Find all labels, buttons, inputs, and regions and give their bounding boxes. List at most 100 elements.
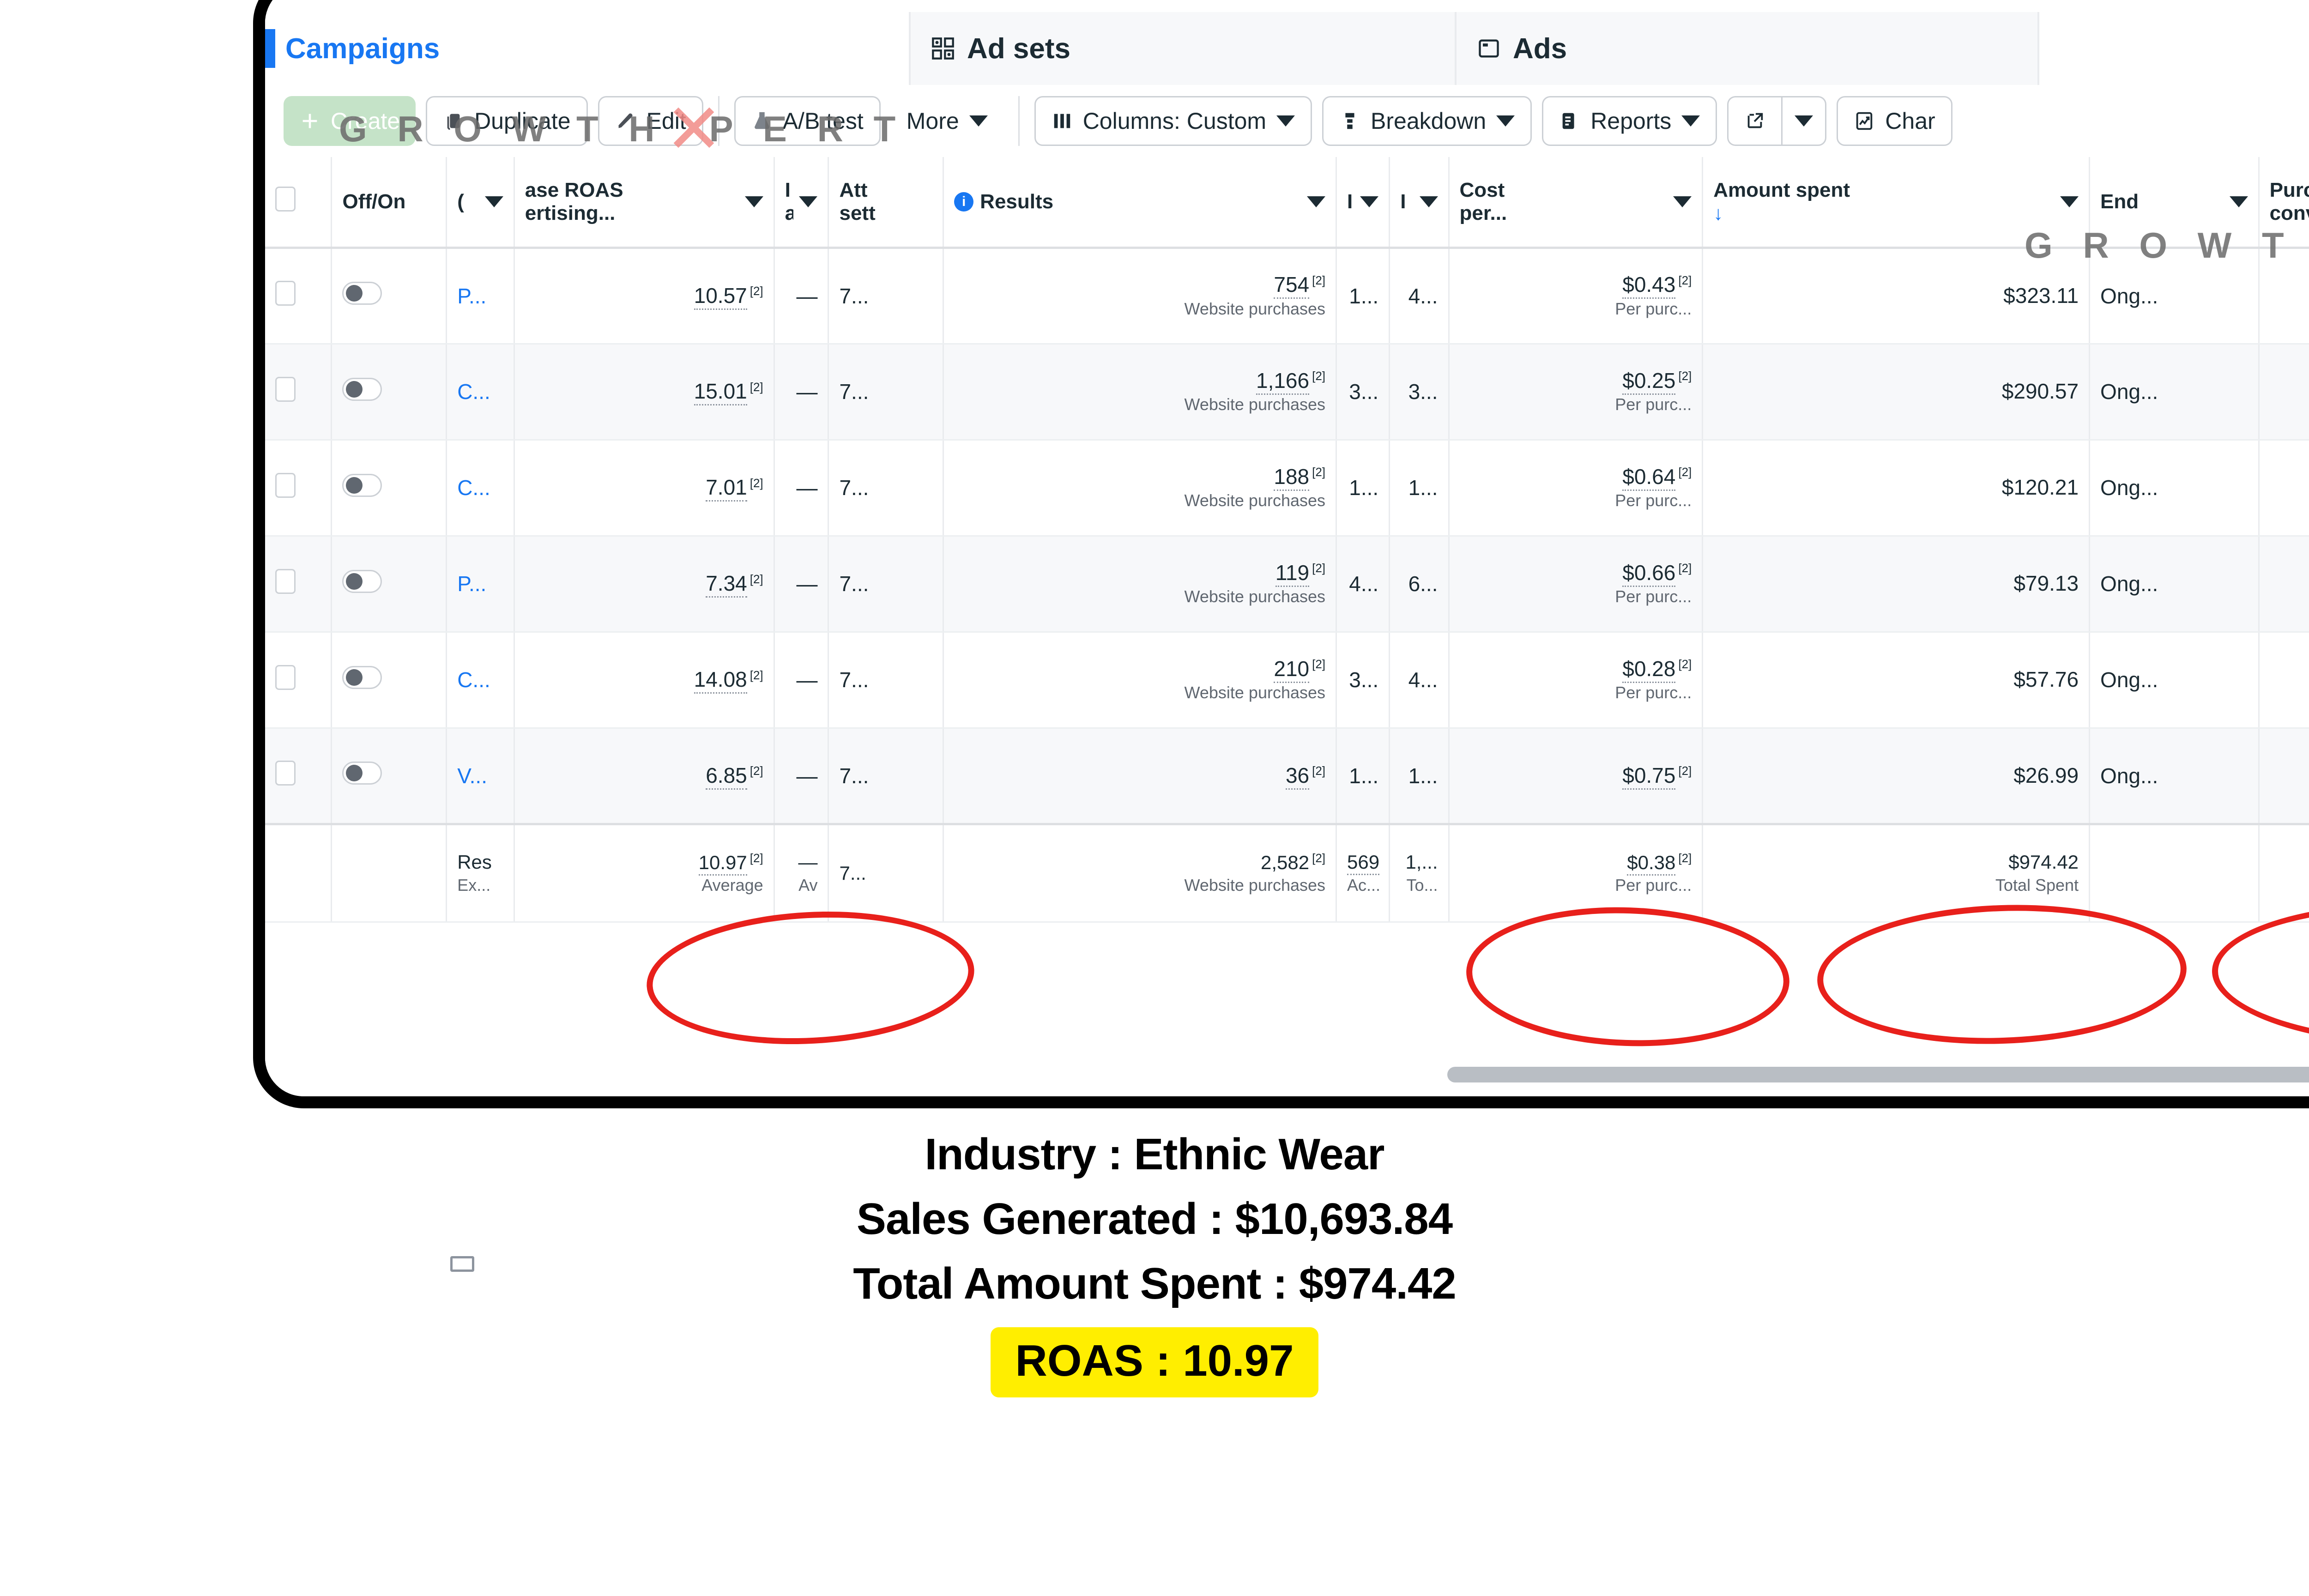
row-toggle-switch[interactable] <box>342 569 382 593</box>
row-campaign-cell[interactable]: P... <box>446 536 515 633</box>
campaign-name-link[interactable]: V... <box>457 763 487 788</box>
table-row[interactable]: C... 7.01 [2] —7... 188 [2] Website purchases 1… <box>265 440 2309 537</box>
chevron-down-icon[interactable] <box>1307 196 1326 207</box>
chevron-down-icon[interactable] <box>799 196 818 207</box>
row-select-cell[interactable] <box>265 440 332 537</box>
row-select-cell[interactable] <box>265 632 332 729</box>
row-offon-cell[interactable] <box>331 632 447 729</box>
tab-ad-sets[interactable]: Ad sets <box>911 12 1457 85</box>
chart-button[interactable]: Char <box>1837 96 1952 146</box>
duplicate-button[interactable]: Duplicate <box>426 96 588 146</box>
row-end-cell: Ong... <box>2089 440 2260 537</box>
chevron-down-icon <box>1681 115 1700 127</box>
campaign-name-link[interactable]: C... <box>457 476 490 500</box>
chevron-down-icon[interactable] <box>1673 196 1692 207</box>
row-impressions-cell: 4... <box>1389 248 1450 345</box>
col-header-campaign[interactable]: ( <box>446 157 515 249</box>
adsets-grid-icon <box>932 37 954 60</box>
chevron-down-icon[interactable] <box>744 196 763 207</box>
table-row[interactable]: C... 15.01 [2] —7... 1,166 [2] Website purchas… <box>265 344 2309 441</box>
flask-icon <box>754 112 769 129</box>
col-header-roas[interactable]: ase ROAS ertising... <box>514 157 775 249</box>
export-split-button[interactable] <box>1727 96 1827 146</box>
col-header-end[interactable]: End <box>2089 157 2260 249</box>
row-offon-cell[interactable] <box>331 440 447 537</box>
row-results-cell: 1,166 [2] Website purchases <box>943 344 1337 441</box>
row-reach-cell: 3... <box>1336 632 1390 729</box>
select-all-header[interactable] <box>265 157 332 249</box>
row-offon-cell[interactable] <box>331 344 447 441</box>
totals-bid-cell: — Av <box>774 822 829 923</box>
breakdown-button[interactable]: Breakdown <box>1322 96 1532 146</box>
row-amount-spent-cell: $323.11 <box>1702 248 2091 345</box>
table-row[interactable]: C... 14.08 [2] —7... 210 [2] Website purchases… <box>265 632 2309 729</box>
table-row[interactable]: P... 7.34 [2] —7... 119 [2] Website purchases 4… <box>265 536 2309 633</box>
campaign-name-link[interactable]: P... <box>457 572 487 596</box>
table-row[interactable]: P... 10.57 [2] —7... 754 [2] Website purchases… <box>265 248 2309 345</box>
row-reach-cell: 1... <box>1336 248 1390 345</box>
col-header-purchases-conversion[interactable]: Purchasesconversion... <box>2259 157 2309 249</box>
sort-desc-icon: ↓ <box>1713 202 1723 224</box>
col-header-amount-spent[interactable]: Amount spent ↓ <box>1702 157 2091 249</box>
campaign-name-link[interactable]: C... <box>457 668 490 692</box>
totals-roas-cell: 10.97 [2] Average <box>514 822 775 923</box>
row-toggle-switch[interactable] <box>342 473 382 497</box>
export-button[interactable] <box>1727 96 1782 146</box>
campaign-name-link[interactable]: P... <box>457 284 487 308</box>
tab-campaigns[interactable]: Campaigns <box>265 12 911 85</box>
chevron-down-icon[interactable] <box>2229 196 2248 207</box>
chevron-down-icon[interactable] <box>484 196 503 207</box>
select-all-checkbox[interactable] <box>275 187 296 212</box>
col-header-reach[interactable]: I <box>1336 157 1390 249</box>
row-campaign-cell[interactable]: C... <box>446 440 515 537</box>
row-toggle-switch[interactable] <box>342 665 382 689</box>
row-costper-cell: $0.75 [2] <box>1449 728 1704 825</box>
row-checkbox[interactable] <box>275 472 296 498</box>
row-impressions-cell: 1... <box>1389 440 1450 537</box>
row-checkbox[interactable] <box>275 568 296 594</box>
more-button[interactable]: More <box>891 96 1003 146</box>
row-purchases-conversion-cell: $580.46[2] <box>2259 536 2309 633</box>
row-offon-cell[interactable] <box>331 728 447 825</box>
ab-test-button[interactable]: A/B test <box>734 96 881 146</box>
chevron-down-icon[interactable] <box>1360 196 1379 207</box>
tab-ads-label: Ads <box>1513 32 1567 65</box>
row-campaign-cell[interactable]: C... <box>446 632 515 729</box>
tab-ads[interactable]: Ads <box>1457 12 2039 85</box>
reports-button[interactable]: Reports <box>1542 96 1717 146</box>
columns-button[interactable]: Columns: Custom <box>1034 96 1312 146</box>
horizontal-scrollbar[interactable] <box>265 1067 2309 1082</box>
chevron-down-icon[interactable] <box>1419 196 1438 207</box>
row-checkbox[interactable] <box>275 761 296 786</box>
col-header-results[interactable]: i Results <box>943 157 1337 249</box>
row-select-cell[interactable] <box>265 728 332 825</box>
export-dropdown-button[interactable] <box>1781 96 1827 146</box>
scrollbar-thumb[interactable] <box>1447 1067 2309 1082</box>
table-row[interactable]: V... 6.85 [2] —7... 36 [2] 1... 1... $0.75 [2] $26… <box>265 728 2309 825</box>
row-offon-cell[interactable] <box>331 536 447 633</box>
col-header-cost-per[interactable]: Cost per... <box>1449 157 1704 249</box>
chevron-down-icon[interactable] <box>2060 196 2079 207</box>
row-campaign-cell[interactable]: P... <box>446 248 515 345</box>
row-toggle-switch[interactable] <box>342 282 382 305</box>
row-reach-cell: 3... <box>1336 344 1390 441</box>
create-button[interactable]: Create <box>284 96 416 146</box>
row-toggle-switch[interactable] <box>342 762 382 785</box>
col-header-impressions[interactable]: I <box>1389 157 1450 249</box>
campaign-name-link[interactable]: C... <box>457 380 490 404</box>
row-checkbox[interactable] <box>275 665 296 690</box>
row-checkbox[interactable] <box>275 281 296 306</box>
row-select-cell[interactable] <box>265 248 332 345</box>
row-attribution-cell: 7... <box>828 440 944 537</box>
row-campaign-cell[interactable]: C... <box>446 344 515 441</box>
info-icon[interactable]: i <box>954 192 974 212</box>
edit-button[interactable]: Edit <box>598 96 703 146</box>
row-campaign-cell[interactable]: V... <box>446 728 515 825</box>
row-toggle-switch[interactable] <box>342 377 382 401</box>
col-header-bid[interactable]: Ia <box>774 157 829 249</box>
row-select-cell[interactable] <box>265 536 332 633</box>
row-offon-cell[interactable] <box>331 248 447 345</box>
row-checkbox[interactable] <box>275 376 296 402</box>
row-select-cell[interactable] <box>265 344 332 441</box>
